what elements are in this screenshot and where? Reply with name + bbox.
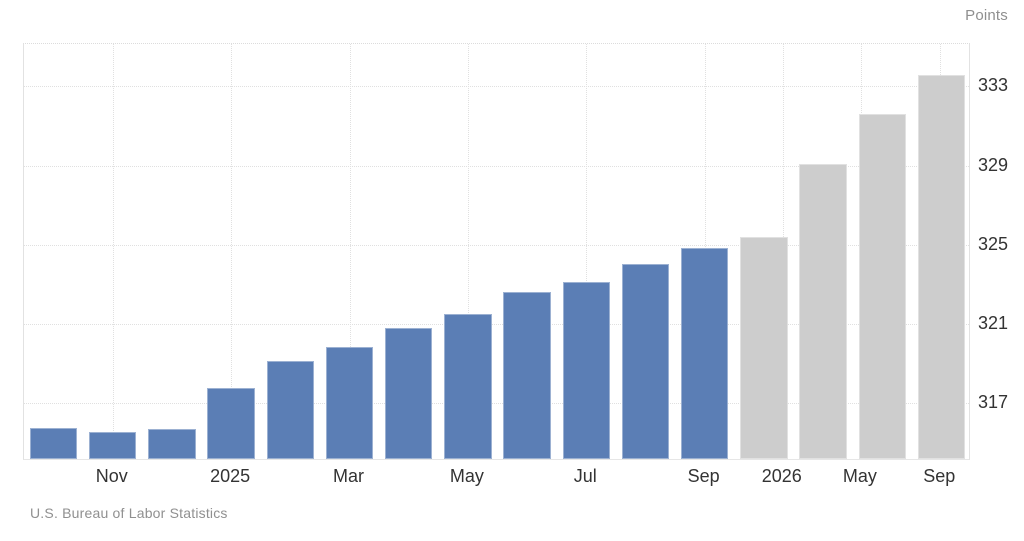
v-gridline-0: [112, 44, 114, 459]
x-axis-tick-label-mar-2: Mar: [333, 466, 365, 486]
h-gridline-329: [24, 165, 969, 167]
v-gridline-1: [231, 44, 233, 459]
v-gridline-2: [349, 44, 351, 459]
y-axis-tick-label-321: 321: [978, 312, 1009, 333]
y-axis-tick-label-317: 317: [978, 391, 1009, 412]
v-gridline-3: [467, 44, 469, 459]
y-axis-tick-label-325: 325: [978, 233, 1009, 254]
bar-actual-2[interactable]: [148, 429, 196, 459]
source-attribution: U.S. Bureau of Labor Statistics: [30, 505, 228, 521]
x-axis-tick-label-sep-8: Sep: [923, 466, 956, 486]
h-gridline-325: [24, 244, 969, 246]
h-gridline-321: [24, 323, 969, 325]
bar-actual-3[interactable]: [207, 387, 255, 459]
y-axis-tick-label-329: 329: [978, 154, 1009, 175]
bar-actual-10[interactable]: [621, 264, 670, 459]
y-axis-tick-label-333: 333: [978, 75, 1009, 96]
bar-actual-1[interactable]: [89, 432, 137, 459]
v-gridline-4: [586, 44, 588, 459]
h-gridline-317: [24, 402, 969, 404]
bar-forecast-2[interactable]: [858, 114, 906, 459]
x-axis-tick-label-may-3: May: [449, 466, 484, 486]
bar-actual-4[interactable]: [266, 361, 314, 459]
bar-actual-8[interactable]: [503, 292, 551, 459]
x-axis-tick-label-may-7: May: [842, 466, 877, 486]
chart-plot-area: [23, 43, 970, 460]
x-axis-tick-label-2026-6: 2026: [761, 466, 802, 486]
x-axis-tick-label-2025-1: 2025: [210, 466, 251, 486]
bar-actual-0[interactable]: [29, 428, 78, 459]
x-axis-tick-label-jul-4: Jul: [573, 466, 597, 486]
bar-actual-9[interactable]: [562, 282, 610, 459]
h-gridline-333: [24, 86, 969, 88]
y-axis-units-label: Points: [965, 7, 1008, 24]
x-axis-tick-label-nov-0: Nov: [95, 466, 128, 486]
bar-actual-7[interactable]: [444, 313, 492, 459]
bar-forecast-0[interactable]: [740, 236, 788, 459]
bar-forecast-1[interactable]: [799, 163, 847, 459]
bar-actual-5[interactable]: [325, 347, 374, 459]
bar-actual-6[interactable]: [385, 327, 433, 459]
x-axis-tick-label-sep-5: Sep: [687, 466, 720, 486]
bar-actual-11[interactable]: [680, 247, 729, 459]
bar-forecast-3[interactable]: [917, 74, 966, 459]
